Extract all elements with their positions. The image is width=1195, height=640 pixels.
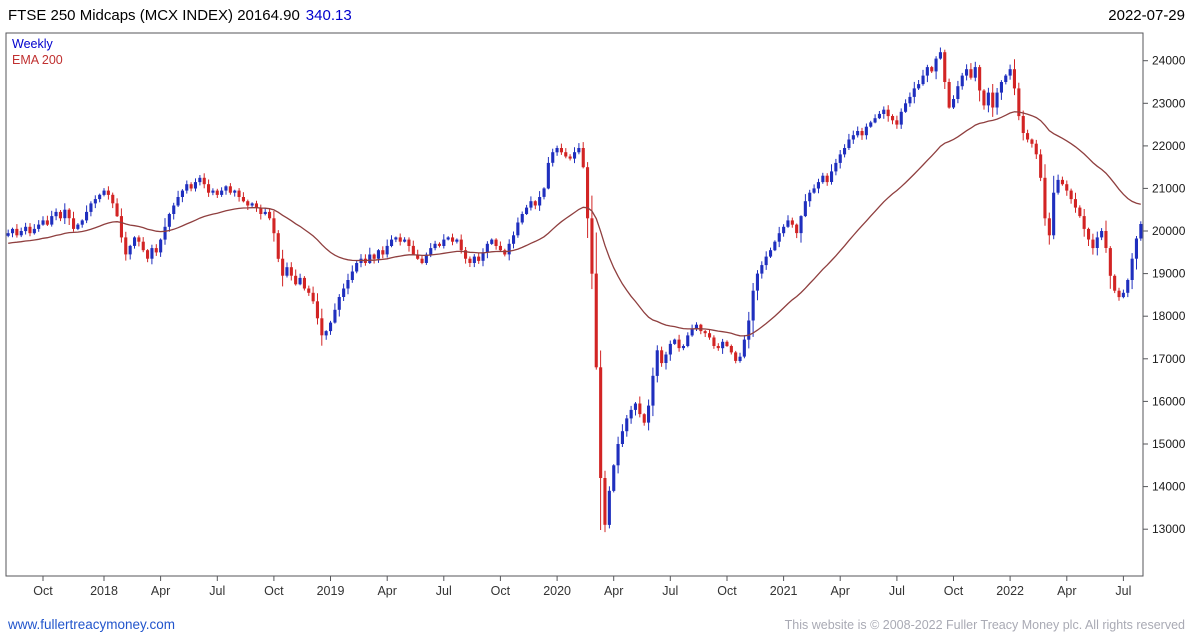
- y-axis-label: 15000: [1152, 437, 1186, 451]
- x-axis-label: Oct: [264, 584, 284, 598]
- y-axis-label: 23000: [1152, 96, 1186, 110]
- y-axis-label: 16000: [1152, 394, 1186, 408]
- x-axis-label: Jul: [889, 584, 905, 598]
- price-change: 340.13: [305, 7, 352, 24]
- copyright-text: This website is © 2008-2022 Fuller Treac…: [784, 618, 1185, 632]
- x-axis-label: Apr: [830, 584, 849, 598]
- x-axis-label: Jul: [436, 584, 452, 598]
- y-axis-label: 20000: [1152, 224, 1186, 238]
- x-axis-label: Oct: [33, 584, 53, 598]
- x-axis-label: 2020: [543, 584, 571, 598]
- x-axis: Oct 2018 Apr Jul Oct 2019 Apr Jul Oct 2020 Apr Jul O…: [33, 576, 1131, 598]
- x-axis-label: Oct: [944, 584, 964, 598]
- x-axis-label: Jul: [1115, 584, 1131, 598]
- y-axis-label: 14000: [1152, 480, 1186, 494]
- x-axis-label: Apr: [1057, 584, 1076, 598]
- x-axis-label: Oct: [717, 584, 737, 598]
- website-link[interactable]: www.fullertreacymoney.com: [8, 617, 176, 632]
- ema-line: [8, 111, 1141, 337]
- x-axis-label: Apr: [151, 584, 170, 598]
- x-axis-label: Oct: [491, 584, 511, 598]
- y-axis-label: 17000: [1152, 352, 1186, 366]
- y-axis-label: 24000: [1152, 54, 1186, 68]
- plot-border: [5, 32, 1144, 577]
- chart-date: 2022-07-29: [1108, 7, 1185, 24]
- candles-layer: [6, 47, 1143, 533]
- candlestick-chart: 13000 14000 15000 16000 17000 18000 19000 20000…: [5, 32, 1186, 598]
- x-axis-label: Jul: [209, 584, 225, 598]
- x-axis-label: 2021: [770, 584, 798, 598]
- y-axis-label: 13000: [1152, 522, 1186, 536]
- x-axis-label: 2019: [317, 584, 345, 598]
- y-axis-label: 18000: [1152, 309, 1186, 323]
- y-axis: 13000 14000 15000 16000 17000 18000 19000 20000…: [1143, 54, 1186, 536]
- x-axis-label: 2022: [996, 584, 1024, 598]
- chart-title-text: FTSE 250 Midcaps (MCX INDEX) 20164.90: [8, 7, 300, 24]
- x-axis-label: 2018: [90, 584, 118, 598]
- chart-title: FTSE 250 Midcaps (MCX INDEX) 20164.90 340…: [8, 7, 352, 24]
- x-axis-label: Jul: [662, 584, 678, 598]
- x-axis-label: Apr: [377, 584, 396, 598]
- legend-ema-200: EMA 200: [12, 53, 63, 67]
- y-axis-label: 22000: [1152, 139, 1186, 153]
- y-axis-label: 21000: [1152, 181, 1186, 195]
- x-axis-label: Apr: [604, 584, 623, 598]
- legend-timeframe: Weekly: [12, 37, 53, 51]
- y-axis-label: 19000: [1152, 267, 1186, 281]
